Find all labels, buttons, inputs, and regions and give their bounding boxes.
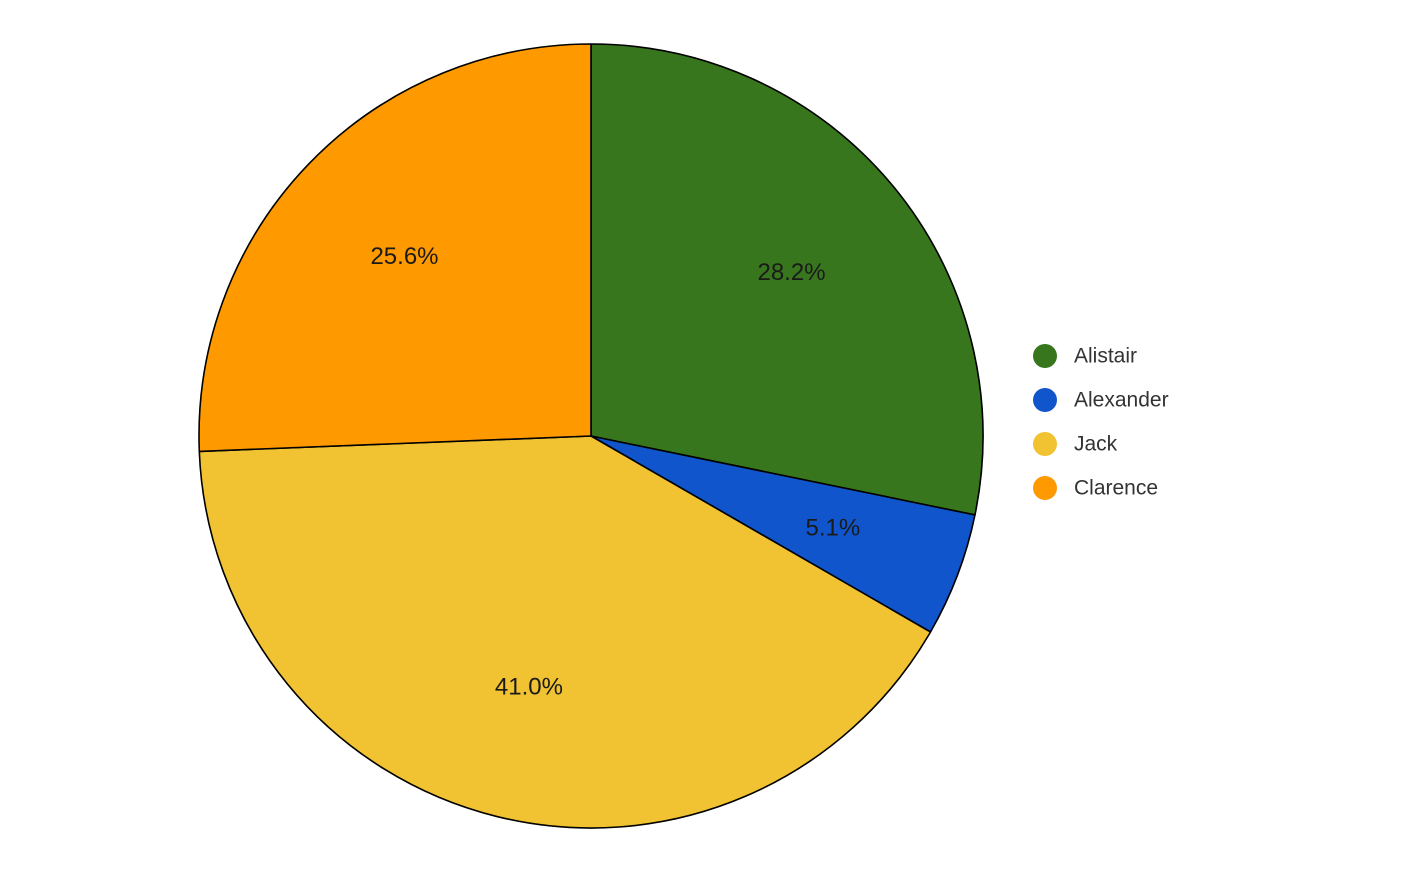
- pie-slice-clarence: [198, 43, 592, 453]
- legend-swatch: [1033, 344, 1057, 368]
- legend-item-clarence: Clarence: [1033, 476, 1158, 500]
- legend-label: Jack: [1074, 433, 1118, 456]
- pie-slices: [198, 43, 984, 829]
- legend-label: Alistair: [1074, 345, 1137, 368]
- pie-slice-alistair: [590, 43, 984, 516]
- legend-item-alistair: Alistair: [1033, 344, 1137, 368]
- legend-swatch: [1033, 476, 1057, 500]
- legend-item-alexander: Alexander: [1033, 388, 1169, 412]
- slice-label-alistair: 28.2%: [757, 259, 825, 286]
- legend-item-jack: Jack: [1033, 432, 1118, 456]
- legend-swatch: [1033, 432, 1057, 456]
- slice-label-clarence: 25.6%: [370, 243, 438, 270]
- legend-swatch: [1033, 388, 1057, 412]
- legend: Alistair Alexander Jack Clarence: [1033, 344, 1169, 500]
- pie-slice-jack: [198, 435, 932, 829]
- legend-label: Clarence: [1074, 477, 1158, 500]
- legend-label: Alexander: [1074, 389, 1169, 412]
- slice-label-alexander: 5.1%: [805, 514, 860, 541]
- slice-label-jack: 41.0%: [495, 674, 563, 701]
- pie-slice-labels: 28.2% 5.1% 41.0% 25.6%: [370, 243, 860, 700]
